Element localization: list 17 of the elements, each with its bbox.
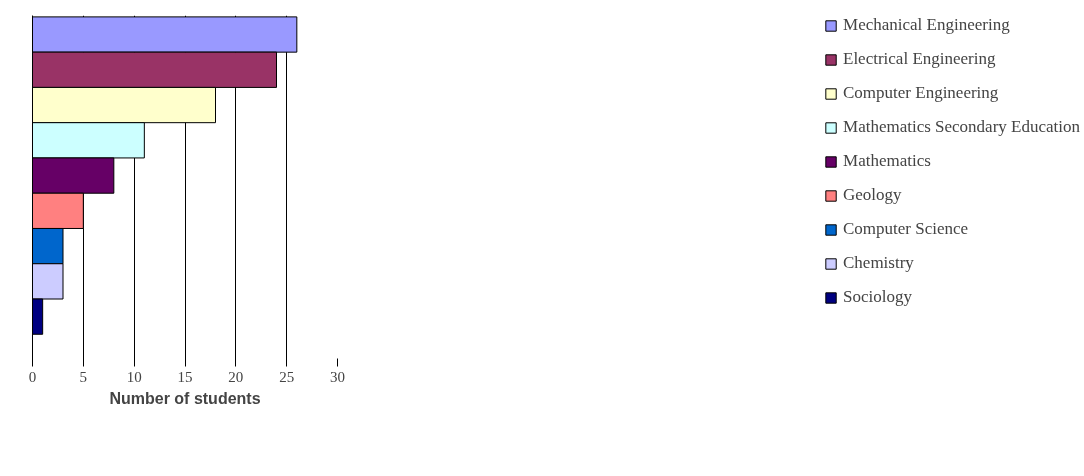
x-tick-label: 5 (79, 368, 88, 385)
x-tick-label: 25 (279, 368, 295, 385)
x-tick-label: 15 (177, 368, 193, 385)
x-tick-label: 20 (228, 368, 244, 385)
legend-label: Electrical Engineering (843, 49, 996, 69)
legend-label: Sociology (843, 287, 912, 307)
legend-label: Mechanical Engineering (843, 15, 1010, 35)
x-axis-title: Number of students (109, 389, 261, 407)
legend-label: Chemistry (843, 253, 914, 273)
legend-label: Computer Engineering (843, 83, 999, 103)
x-tick-label: 10 (126, 368, 142, 385)
x-tick-label: 0 (28, 368, 37, 385)
legend-label: Geology (843, 185, 902, 205)
x-tick-label: 30 (330, 368, 345, 385)
legend-label: Computer Science (843, 219, 969, 239)
legend-label: Mathematics Secondary Education (843, 117, 1080, 137)
legend-label: Mathematics (843, 151, 931, 171)
